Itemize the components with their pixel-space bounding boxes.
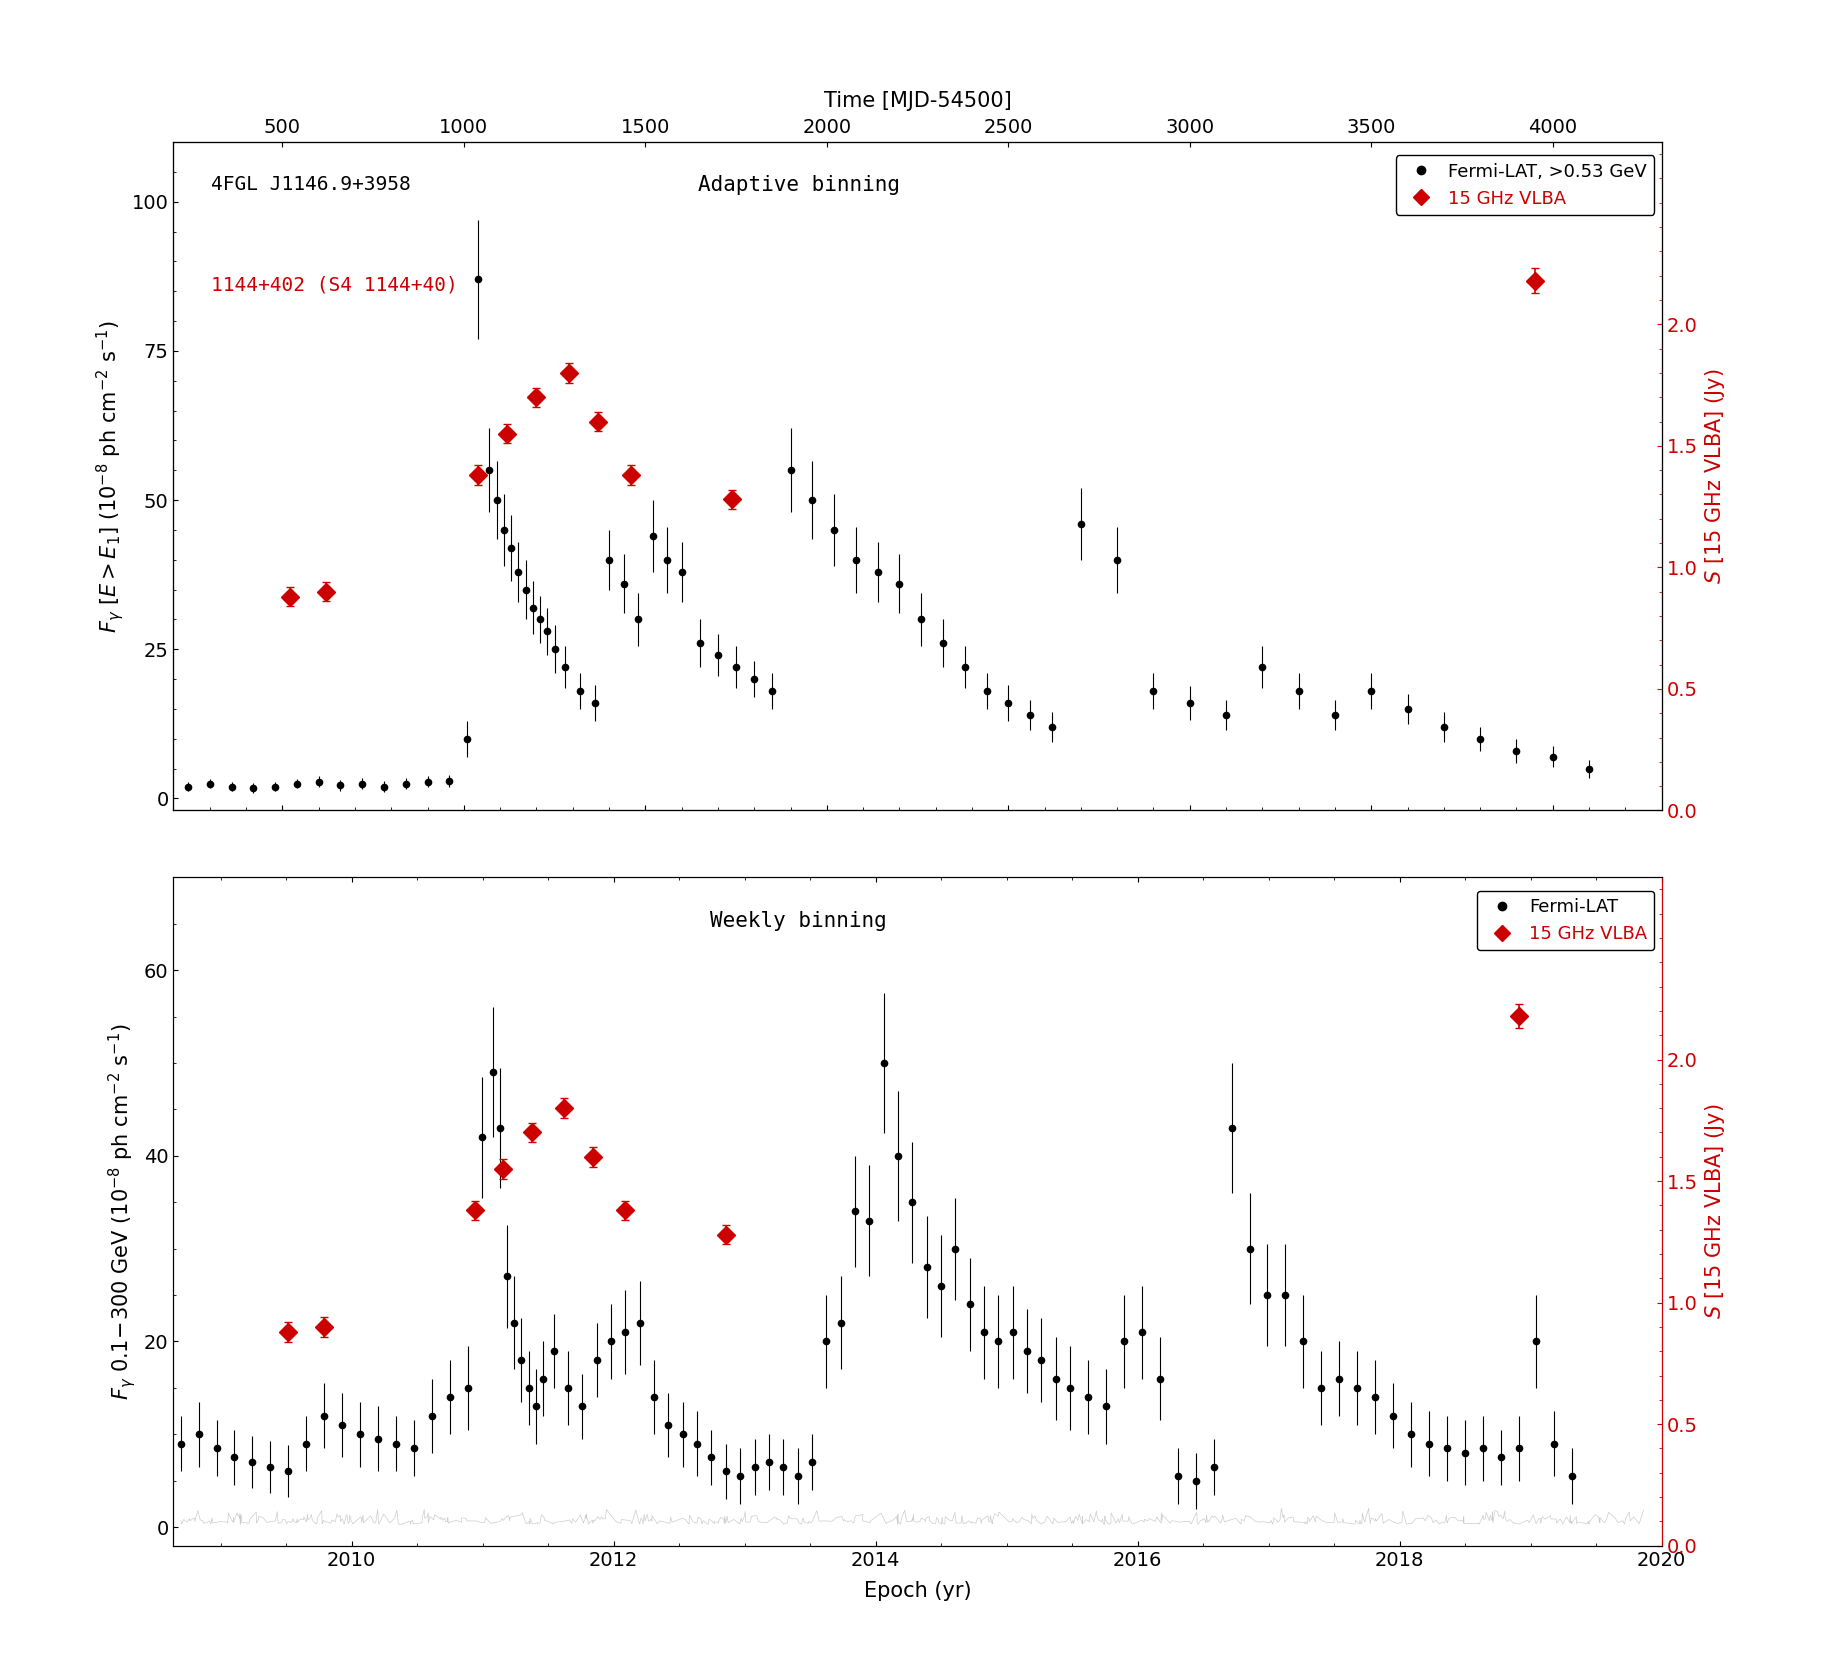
X-axis label: Time [MJD-54500]: Time [MJD-54500] (824, 90, 1012, 110)
Legend: Fermi-LAT, 15 GHz VLBA: Fermi-LAT, 15 GHz VLBA (1477, 891, 1654, 951)
Y-axis label: $F_\gamma\ 0.1\!-\!300\ \mathrm{GeV}\ (10^{-8}\ \mathrm{ph\ cm^{-2}\ s^{-1}})$: $F_\gamma\ 0.1\!-\!300\ \mathrm{GeV}\ (1… (106, 1023, 139, 1400)
Legend: Fermi-LAT, >0.53 GeV, 15 GHz VLBA: Fermi-LAT, >0.53 GeV, 15 GHz VLBA (1395, 155, 1654, 216)
Y-axis label: $S\ [15\ \mathrm{GHz\ VLBA}]\ \mathrm{(Jy)}$: $S\ [15\ \mathrm{GHz\ VLBA}]\ \mathrm{(J… (1704, 1103, 1727, 1320)
Text: 4FGL J1146.9+3958: 4FGL J1146.9+3958 (210, 175, 411, 194)
X-axis label: Epoch (yr): Epoch (yr) (864, 1581, 971, 1601)
Text: Adaptive binning: Adaptive binning (698, 175, 900, 196)
Text: 1144+402 (S4 1144+40): 1144+402 (S4 1144+40) (210, 276, 458, 294)
Y-axis label: $F_\gamma\ [E{>}E_1]\ (10^{-8}\ \mathrm{ph\ cm^{-2}\ s^{-1}})$: $F_\gamma\ [E{>}E_1]\ (10^{-8}\ \mathrm{… (95, 319, 126, 633)
Y-axis label: $S\ [15\ \mathrm{GHz\ VLBA}]\ \mathrm{(Jy)}$: $S\ [15\ \mathrm{GHz\ VLBA}]\ \mathrm{(J… (1704, 368, 1727, 585)
Text: Weekly binning: Weekly binning (710, 911, 887, 931)
